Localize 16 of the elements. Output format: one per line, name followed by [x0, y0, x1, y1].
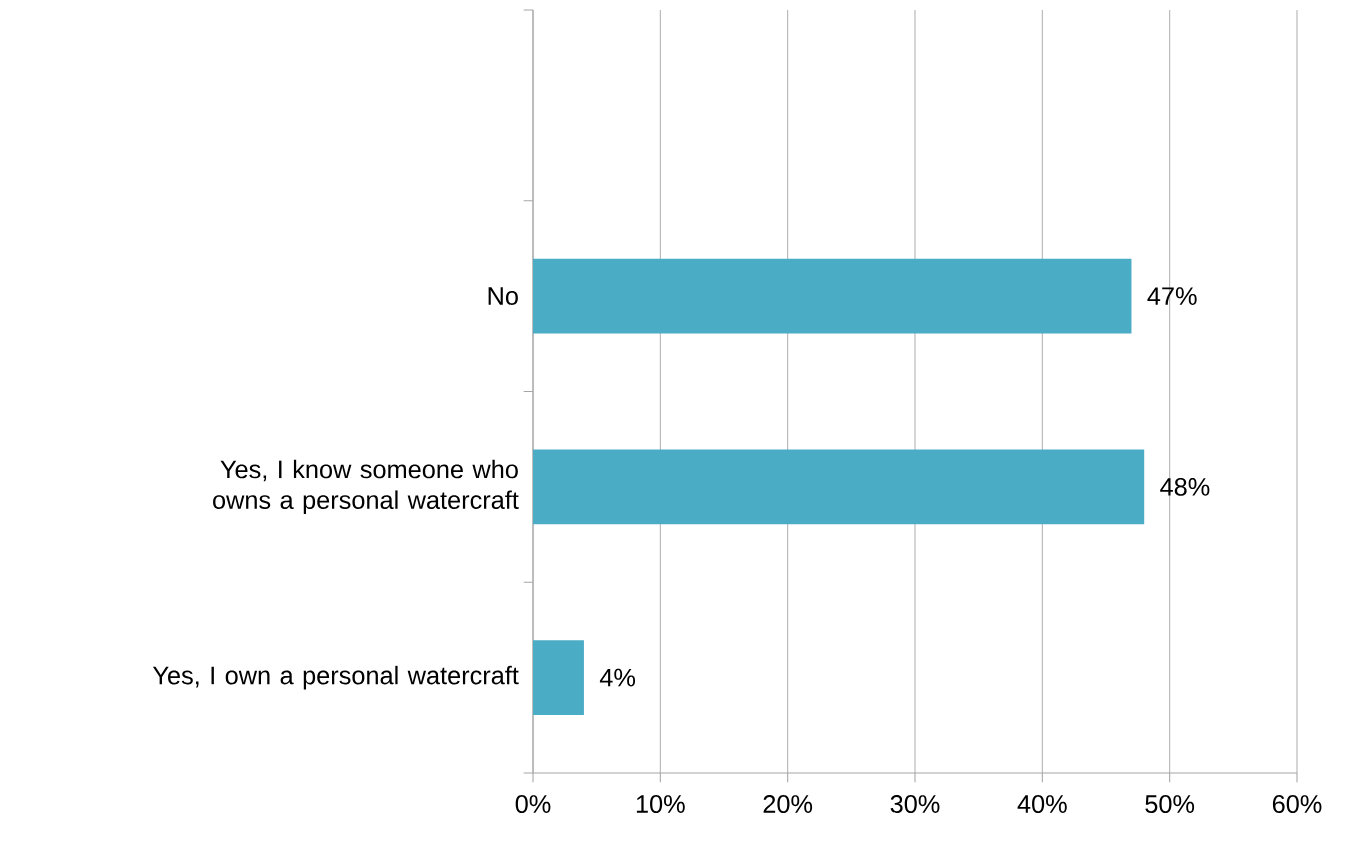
y-tick-label: Yes, I know someone who owns a personal watercraft	[213, 459, 519, 515]
y-tick-label: Yes, I own a personal watercraft	[152, 665, 519, 690]
data-label: 4%	[599, 668, 636, 687]
data-label: 48%	[1160, 477, 1210, 496]
bar	[533, 258, 1132, 334]
bar	[533, 640, 584, 715]
x-tick-label: 40%	[1017, 795, 1067, 813]
x-tick-label: 30%	[890, 795, 940, 813]
y-tick-label: No	[488, 287, 518, 305]
data-label: 47%	[1147, 287, 1197, 305]
bar	[533, 449, 1145, 525]
x-tick-label: 0%	[515, 795, 551, 813]
x-tick-label: 20%	[763, 795, 813, 813]
x-tick-label: 60%	[1272, 795, 1322, 813]
x-tick-label: 50%	[1145, 795, 1195, 813]
x-tick-label: 10%	[636, 795, 685, 813]
